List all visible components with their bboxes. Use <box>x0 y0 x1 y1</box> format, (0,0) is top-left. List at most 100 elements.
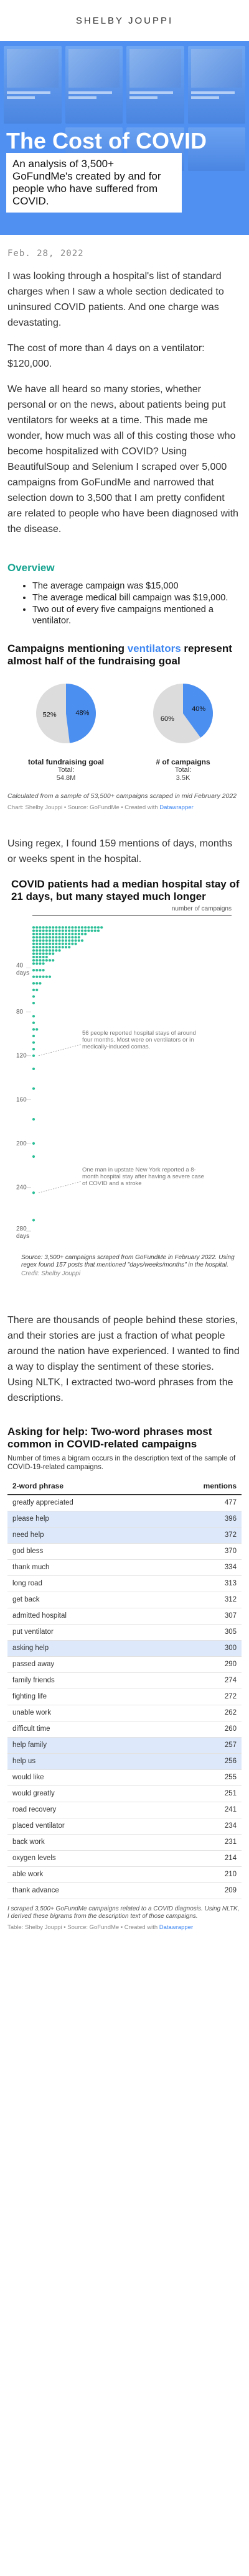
data-dot[interactable] <box>68 929 71 932</box>
data-dot[interactable] <box>45 932 48 935</box>
data-dot[interactable] <box>68 942 71 945</box>
data-dot[interactable] <box>64 945 68 949</box>
data-dot[interactable] <box>35 962 39 965</box>
data-dot[interactable] <box>90 926 93 929</box>
data-dot[interactable] <box>48 952 52 955</box>
data-dot[interactable] <box>58 936 61 939</box>
data-dot[interactable] <box>52 959 55 962</box>
donut-campaigns[interactable]: 40% 60% # of campaigns Total: 3.5K <box>133 676 233 782</box>
data-dot[interactable] <box>45 936 48 939</box>
data-dot[interactable] <box>45 955 48 959</box>
data-dot[interactable] <box>32 932 35 935</box>
donut-slice-mention[interactable] <box>183 684 213 738</box>
data-dot[interactable] <box>74 942 77 945</box>
data-dot[interactable] <box>74 939 77 942</box>
data-dot[interactable] <box>71 936 74 939</box>
data-dot[interactable] <box>39 929 42 932</box>
data-dot[interactable] <box>52 939 55 942</box>
data-dot[interactable] <box>77 929 80 932</box>
data-dot[interactable] <box>39 949 42 952</box>
data-dot[interactable] <box>61 936 64 939</box>
data-dot[interactable] <box>39 939 42 942</box>
data-dot[interactable] <box>77 939 80 942</box>
data-dot[interactable] <box>32 955 35 959</box>
data-dot[interactable] <box>58 945 61 949</box>
column-header-mentions[interactable]: mentions <box>153 1478 242 1495</box>
data-dot[interactable] <box>64 926 68 929</box>
data-dot[interactable] <box>64 929 68 932</box>
data-dot[interactable] <box>68 932 71 935</box>
data-dot[interactable] <box>55 936 58 939</box>
data-dot[interactable] <box>35 988 39 991</box>
data-dot[interactable] <box>84 926 87 929</box>
data-dot[interactable] <box>48 949 52 952</box>
data-dot[interactable] <box>42 945 45 949</box>
data-dot[interactable] <box>45 975 48 978</box>
data-dot[interactable] <box>64 942 68 945</box>
data-dot[interactable] <box>32 1067 35 1070</box>
data-dot[interactable] <box>68 936 71 939</box>
data-dot[interactable] <box>58 932 61 935</box>
data-dot[interactable] <box>42 926 45 929</box>
data-dot[interactable] <box>45 929 48 932</box>
data-dot[interactable] <box>48 926 52 929</box>
data-dot[interactable] <box>55 929 58 932</box>
data-dot[interactable] <box>32 945 35 949</box>
data-dot[interactable] <box>68 939 71 942</box>
data-dot[interactable] <box>42 959 45 962</box>
data-dot[interactable] <box>39 936 42 939</box>
data-dot[interactable] <box>32 1087 35 1090</box>
data-dot[interactable] <box>39 959 42 962</box>
data-dot[interactable] <box>52 929 55 932</box>
data-dot[interactable] <box>52 932 55 935</box>
data-dot[interactable] <box>93 929 96 932</box>
data-dot[interactable] <box>55 926 58 929</box>
data-dot[interactable] <box>39 945 42 949</box>
data-dot[interactable] <box>32 995 35 998</box>
data-dot[interactable] <box>32 1054 35 1057</box>
data-dot[interactable] <box>77 926 80 929</box>
data-dot[interactable] <box>32 1041 35 1044</box>
data-dot[interactable] <box>32 1191 35 1194</box>
donut-fundraising[interactable]: 48% 52% total fundraising goal Total: 54.… <box>16 676 116 782</box>
data-dot[interactable] <box>61 939 64 942</box>
data-dot[interactable] <box>93 926 96 929</box>
data-dot[interactable] <box>32 1048 35 1051</box>
data-dot[interactable] <box>55 939 58 942</box>
data-dot[interactable] <box>87 926 90 929</box>
data-dot[interactable] <box>39 952 42 955</box>
data-dot[interactable] <box>58 942 61 945</box>
data-dot[interactable] <box>55 945 58 949</box>
data-dot[interactable] <box>35 926 39 929</box>
data-dot[interactable] <box>55 942 58 945</box>
data-dot[interactable] <box>71 929 74 932</box>
data-dot[interactable] <box>32 939 35 942</box>
data-dot[interactable] <box>42 949 45 952</box>
datawrapper-link[interactable]: Datawrapper <box>159 1923 194 1931</box>
data-dot[interactable] <box>74 929 77 932</box>
data-dot[interactable] <box>35 932 39 935</box>
data-dot[interactable] <box>52 926 55 929</box>
data-dot[interactable] <box>45 945 48 949</box>
data-dot[interactable] <box>32 1155 35 1158</box>
data-dot[interactable] <box>39 932 42 935</box>
data-dot[interactable] <box>42 942 45 945</box>
data-dot[interactable] <box>48 959 52 962</box>
data-dot[interactable] <box>35 1028 39 1031</box>
data-dot[interactable] <box>39 942 42 945</box>
data-dot[interactable] <box>32 1028 35 1031</box>
data-dot[interactable] <box>32 1001 35 1005</box>
data-dot[interactable] <box>32 975 35 978</box>
data-dot[interactable] <box>32 1021 35 1024</box>
data-dot[interactable] <box>74 926 77 929</box>
data-dot[interactable] <box>68 945 71 949</box>
data-dot[interactable] <box>71 932 74 935</box>
data-dot[interactable] <box>71 942 74 945</box>
data-dot[interactable] <box>32 969 35 972</box>
data-dot[interactable] <box>80 932 84 935</box>
data-dot[interactable] <box>39 926 42 929</box>
data-dot[interactable] <box>32 982 35 985</box>
data-dot[interactable] <box>39 955 42 959</box>
data-dot[interactable] <box>35 936 39 939</box>
data-dot[interactable] <box>48 975 52 978</box>
